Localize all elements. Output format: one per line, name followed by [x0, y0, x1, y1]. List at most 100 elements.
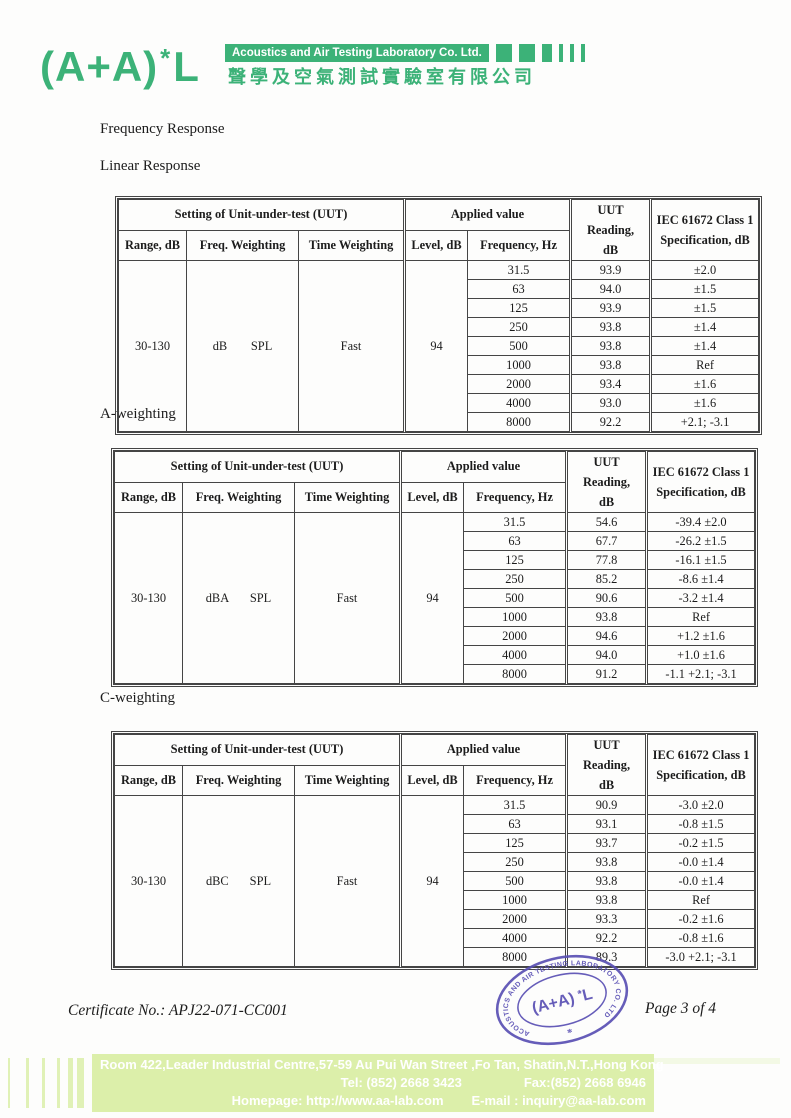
table-row: 2000 93.3 -0.2 ±1.6	[115, 909, 756, 929]
c-weighting-table: Setting of Unit-under-test (UUT) Applied…	[113, 734, 756, 967]
table-row: 30-130 dBC SPL Fast 94 31.5 90.9 -3.0 ±2.…	[114, 795, 756, 967]
spec-cell: ±1.5	[649, 279, 760, 299]
decor-bar	[569, 44, 574, 62]
spec-cell: -3.2 ±1.4	[645, 588, 756, 608]
col-header-time-weighting: Time Weighting	[297, 229, 406, 261]
spec-cell: -0.8 ±1.5	[645, 814, 756, 834]
freq-cell: 4000	[463, 645, 568, 665]
spec-cell: -39.4 ±2.0	[645, 512, 756, 532]
freq-cell: 500	[463, 588, 568, 608]
footer-tel: Tel: (852) 2668 3423	[340, 1075, 462, 1090]
decor-bar	[57, 1058, 60, 1108]
stamp-bottom-star: *	[566, 1026, 575, 1039]
reading-cell: 93.7	[565, 833, 648, 853]
spec-cell: +1.2 ±1.6	[645, 626, 756, 646]
col-header-uut-reading: UUT Reading, dB	[569, 199, 652, 261]
table-row: 1000 93.8 Ref	[119, 355, 760, 375]
decor-bar	[518, 44, 535, 62]
col-header-frequency: Frequency, Hz	[467, 229, 572, 261]
spec-cell: -0.0 ±1.4	[645, 852, 756, 872]
reading-cell: 77.8	[565, 550, 648, 570]
level-cell: 94	[399, 795, 465, 967]
company-name-chinese: 聲學及空氣測試實驗室有限公司	[228, 67, 536, 87]
page-number: Page 3 of 4	[645, 1000, 717, 1017]
reading-cell: 92.2	[569, 412, 652, 432]
stamp-center-text: (A+A) *L	[530, 986, 594, 1017]
footer-contact-block: Room 422,Leader Industrial Centre,57-59 …	[92, 1054, 664, 1112]
company-stamp: ACOUSTICS AND AIR TESTING LABORATORY CO.…	[482, 948, 629, 1048]
freq-cell: 2000	[463, 626, 568, 646]
time-weighting-cell: Fast	[297, 260, 406, 432]
col-header-range: Range, dB	[118, 229, 187, 261]
freq-cell: 2000	[463, 909, 568, 929]
time-weighting-cell: Fast	[293, 795, 402, 967]
group-header-applied: Applied value	[399, 734, 568, 766]
table-row: 125 93.7 -0.2 ±1.5	[115, 833, 756, 853]
col-header-level: Level, dB	[399, 481, 465, 513]
col-header-range: Range, dB	[114, 764, 183, 796]
col-header-iec-spec: IEC 61672 Class 1 Specification, dB	[649, 199, 760, 261]
group-header-applied: Applied value	[403, 199, 572, 231]
col-header-frequency: Frequency, Hz	[463, 481, 568, 513]
reading-cell: 93.0	[569, 393, 652, 413]
freq-cell: 63	[467, 279, 572, 299]
table-row: 1000 93.8 Ref	[115, 890, 756, 910]
reading-cell: 93.9	[569, 260, 652, 280]
group-header-applied: Applied value	[399, 451, 568, 483]
level-cell: 94	[399, 512, 465, 684]
freq-cell: 8000	[467, 412, 572, 432]
reading-cell: 93.8	[565, 871, 648, 891]
spec-cell: -16.1 ±1.5	[645, 550, 756, 570]
section-title-frequency-response: Frequency Response	[100, 121, 225, 137]
time-weighting-cell: Fast	[293, 512, 402, 684]
company-logo: (A+A)*L	[40, 34, 200, 91]
decor-bar	[580, 44, 585, 62]
decor-bar	[26, 1058, 29, 1108]
table-row: 63 94.0 ±1.5	[119, 279, 760, 299]
table-row: 125 93.9 ±1.5	[119, 298, 760, 318]
freq-cell: 1000	[463, 607, 568, 627]
footer-strip	[654, 1058, 780, 1064]
freq-weighting-cell: dBC SPL	[182, 795, 295, 967]
stamp-inner-ring	[517, 972, 607, 1028]
spec-cell: -0.2 ±1.5	[645, 833, 756, 853]
spec-cell: Ref	[645, 607, 756, 627]
section-title-linear-response: Linear Response	[100, 158, 201, 174]
a-weighting-table: Setting of Unit-under-test (UUT) Applied…	[113, 451, 756, 684]
col-header-uut-reading: UUT Reading, dB	[565, 451, 648, 513]
spec-cell: +2.1; -3.1	[649, 412, 760, 432]
group-header-setting: Setting of Unit-under-test (UUT)	[117, 199, 406, 231]
freq-cell: 31.5	[463, 512, 568, 532]
freq-cell: 63	[463, 531, 568, 551]
spec-cell: -0.2 ±1.6	[645, 909, 756, 929]
reading-cell: 93.8	[565, 607, 648, 627]
reading-cell: 94.0	[569, 279, 652, 299]
footer-fax: Fax:(852) 2668 6946	[523, 1075, 646, 1090]
stamp-outer-ring	[495, 954, 629, 1046]
reading-cell: 93.1	[565, 814, 648, 834]
col-header-iec-spec: IEC 61672 Class 1 Specification, dB	[645, 451, 756, 513]
range-cell: 30-130	[114, 795, 183, 967]
freq-cell: 1000	[467, 355, 572, 375]
reading-cell: 91.2	[565, 664, 648, 684]
spec-cell: -3.0 +2.1; -3.1	[645, 947, 756, 967]
freq-cell: 500	[463, 871, 568, 891]
reading-cell: 94.6	[565, 626, 648, 646]
table-row: 500 90.6 -3.2 ±1.4	[115, 588, 756, 608]
reading-cell: 93.8	[569, 336, 652, 356]
section-title-c-weighting: C-weighting	[100, 690, 175, 706]
col-header-freq-weighting: Freq. Weighting	[186, 229, 299, 261]
freq-weighting-cell: dB SPL	[186, 260, 299, 432]
c-weighting-table-wrap: Setting of Unit-under-test (UUT) Applied…	[111, 731, 759, 970]
reading-cell: 93.8	[565, 890, 648, 910]
table-row: 2000 93.4 ±1.6	[119, 374, 760, 394]
table-row: 30-130 dB SPL Fast 94 31.5 93.9 ±2.0	[118, 260, 760, 432]
reading-cell: 93.8	[569, 317, 652, 337]
certificate-number: Certificate No.: APJ22-071-CC001	[68, 1002, 288, 1019]
spec-cell: -0.0 ±1.4	[645, 871, 756, 891]
col-header-range: Range, dB	[114, 481, 183, 513]
range-cell: 30-130	[118, 260, 187, 432]
spec-cell: -0.8 ±1.6	[645, 928, 756, 948]
freq-cell: 500	[467, 336, 572, 356]
reading-cell: 93.9	[569, 298, 652, 318]
